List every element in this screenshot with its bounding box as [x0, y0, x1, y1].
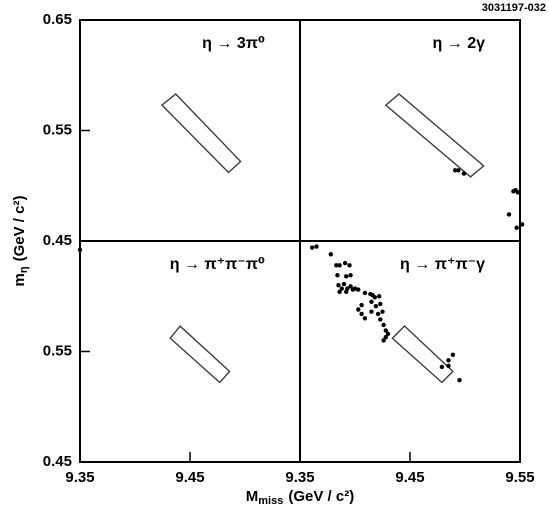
panel-frame — [79, 19, 301, 242]
y-tick-label: 0.45 — [43, 232, 72, 249]
data-point — [514, 225, 519, 230]
data-point — [439, 364, 445, 370]
data-point — [356, 307, 361, 312]
data-point — [314, 244, 319, 249]
data-point — [369, 299, 374, 304]
data-point — [381, 338, 386, 343]
data-point — [362, 316, 368, 321]
data-point — [378, 317, 383, 322]
data-point — [450, 352, 456, 358]
data-point — [347, 263, 352, 268]
data-point — [373, 303, 379, 309]
y-axis-label: mη(GeV / c²) — [11, 196, 30, 287]
x-tick-label: 9.45 — [175, 469, 204, 486]
data-point — [348, 284, 353, 289]
data-point — [446, 358, 451, 363]
data-point — [356, 287, 361, 292]
data-point — [520, 222, 525, 227]
data-point — [345, 286, 350, 291]
data-point — [383, 328, 388, 333]
panel-title: η → π⁺π⁻γ — [400, 256, 485, 273]
data-point — [342, 260, 348, 266]
data-point — [344, 289, 349, 295]
data-point — [446, 363, 451, 369]
x-tick-label: 9.35 — [285, 469, 314, 486]
data-point — [334, 263, 339, 268]
data-point — [369, 309, 374, 314]
signal-box — [384, 93, 485, 178]
panel-frame — [299, 19, 521, 242]
data-point — [381, 322, 386, 328]
data-point — [383, 334, 388, 340]
data-point — [309, 245, 315, 250]
signal-box — [169, 325, 231, 384]
data-point — [456, 168, 461, 173]
panel-frame — [79, 240, 301, 463]
data-point — [515, 190, 520, 195]
panel-title: η → 3π⁰ — [202, 35, 265, 52]
data-point — [380, 309, 385, 314]
signal-box — [160, 93, 242, 174]
data-point — [506, 212, 512, 217]
data-point — [385, 331, 391, 337]
y-tick-label: 0.45 — [43, 453, 72, 470]
data-point — [378, 301, 383, 307]
panel-title: η → π⁺π⁻π⁰ — [170, 256, 265, 273]
data-point — [359, 302, 364, 308]
data-point — [372, 295, 377, 300]
x-tick-label: 9.55 — [505, 469, 534, 486]
data-point — [350, 287, 355, 292]
data-point — [359, 311, 364, 317]
panel-title: η → 2γ — [433, 35, 486, 52]
figure-code: 3031197-032 — [482, 2, 546, 14]
data-point — [375, 311, 381, 317]
data-point — [344, 274, 349, 279]
signal-box — [391, 325, 454, 384]
data-point — [77, 247, 83, 253]
x-axis-label: Mmiss (GeV / c²) — [246, 488, 354, 507]
data-point — [337, 263, 342, 268]
data-point — [452, 168, 458, 173]
y-tick-label: 0.65 — [43, 11, 72, 28]
y-tick-label: 0.55 — [43, 121, 72, 138]
data-point — [339, 286, 344, 291]
x-tick-label: 9.35 — [65, 469, 94, 486]
data-point — [461, 171, 467, 176]
data-point — [348, 273, 353, 278]
data-point — [341, 281, 347, 287]
data-point — [362, 290, 368, 296]
data-point — [328, 252, 333, 257]
data-point — [336, 283, 341, 288]
data-point — [335, 273, 340, 278]
data-point — [377, 294, 382, 299]
data-point — [457, 378, 462, 383]
x-tick-label: 9.45 — [395, 469, 424, 486]
y-tick-label: 0.55 — [43, 342, 72, 359]
panel-frame — [299, 240, 521, 463]
data-point — [337, 289, 342, 295]
